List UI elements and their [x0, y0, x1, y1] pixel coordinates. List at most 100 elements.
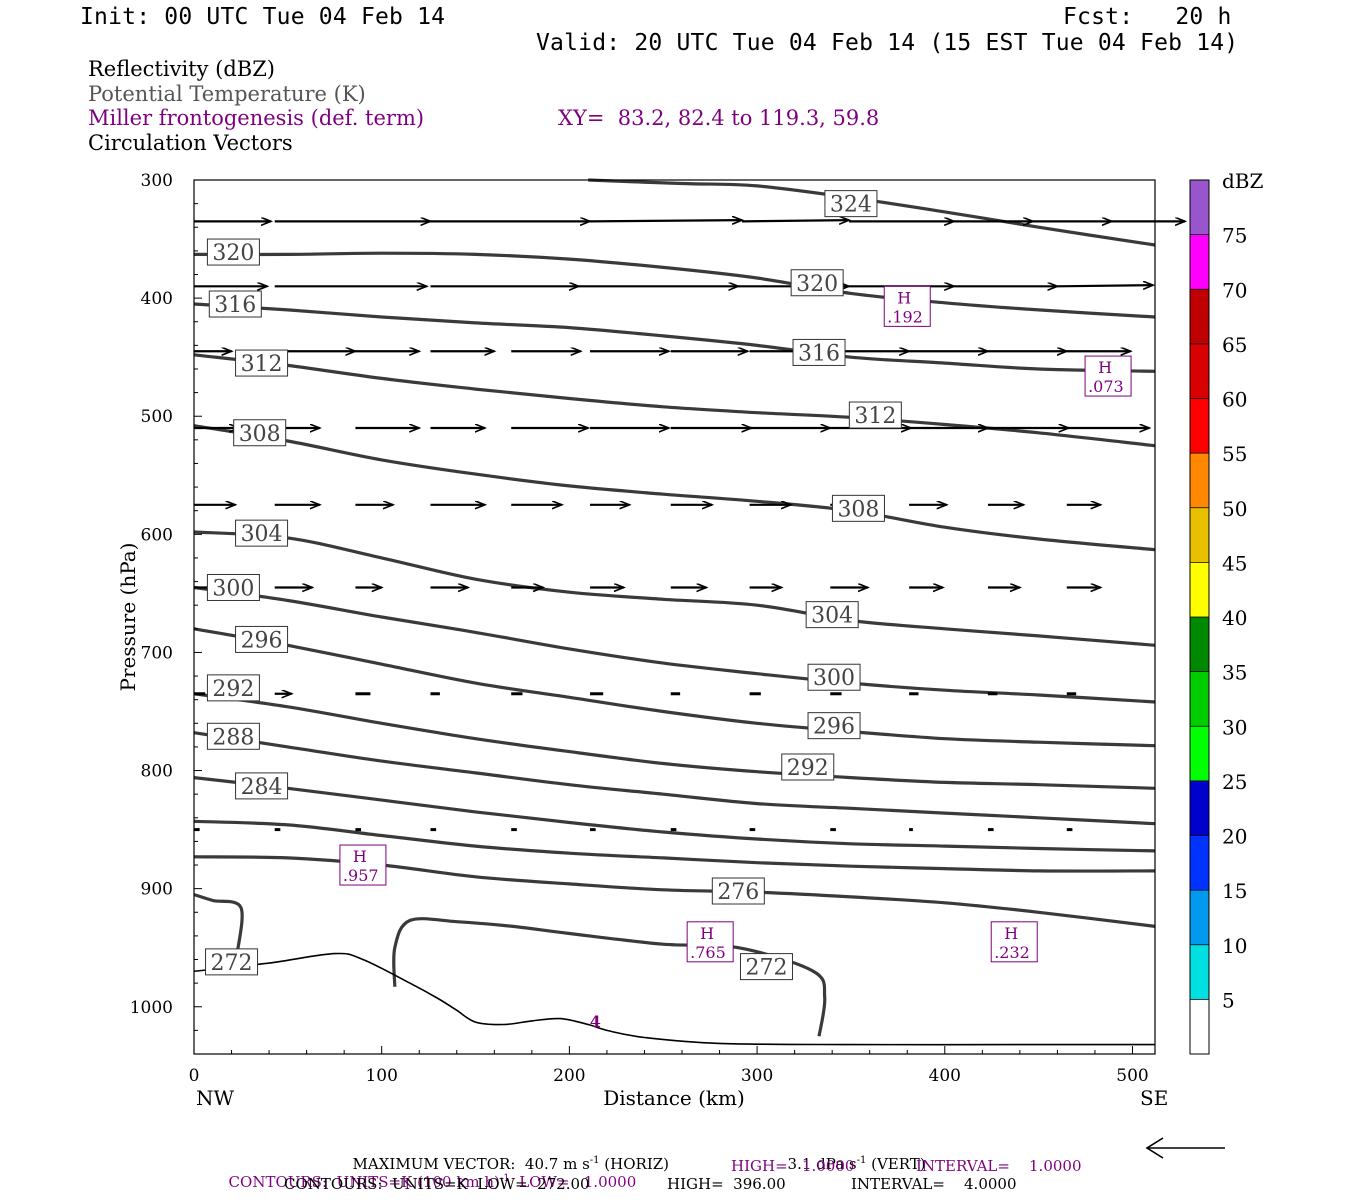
isentrope-label-text: 296 — [813, 715, 855, 740]
colorbar-bin — [1190, 671, 1209, 727]
endpoint-left-label: NW — [196, 1086, 235, 1110]
colorbar-label: 5 — [1222, 988, 1235, 1012]
isentrope-label-text: 272 — [211, 951, 253, 976]
isentrope-label-316: 316 — [208, 290, 262, 318]
isentrope-label-296: 296 — [235, 625, 289, 653]
frontogenesis-max-value: .957 — [343, 866, 379, 885]
isentrope-label-text: 316 — [214, 293, 256, 318]
isentrope-label-box — [205, 948, 259, 976]
isentrope-label-312: 312 — [235, 349, 289, 377]
isentrope-label-text: 308 — [239, 422, 281, 447]
frontogenesis-max-box — [339, 844, 387, 886]
frontogenesis-max-value: .192 — [887, 307, 923, 326]
colorbar-label: 60 — [1222, 388, 1247, 412]
isentrope-label-300: 300 — [206, 573, 260, 601]
reference-vector-arrow — [1145, 1137, 1225, 1159]
isentrope-label-284: 284 — [235, 772, 289, 800]
isentrope-label-box — [792, 338, 846, 366]
y-tick-label: 1000 — [130, 998, 173, 1018]
isentrope-label-272: 272 — [739, 953, 793, 981]
y-tick-label: 500 — [141, 407, 173, 427]
isentrope-label-320: 320 — [206, 238, 260, 266]
colorbar-bin — [1190, 944, 1209, 1000]
max-vector-horiz: MAXIMUM VECTOR: 40.7 m s — [352, 1155, 590, 1173]
vectors-layer — [194, 220, 1185, 832]
colorbar-label: 10 — [1222, 934, 1247, 958]
colorbar-label: 70 — [1222, 278, 1247, 302]
isentrope-label-300: 300 — [807, 663, 861, 691]
colorbar-label: 30 — [1222, 715, 1247, 739]
max-vector-horiz-exp: -1 — [589, 1155, 600, 1166]
frontogenesis-max-value: .232 — [994, 943, 1030, 962]
isentrope-label-box — [807, 712, 861, 740]
endpoint-right-label: SE — [1140, 1086, 1168, 1110]
legend-vectors: Circulation Vectors — [88, 131, 293, 155]
y-tick-label: 400 — [141, 289, 173, 309]
isentrope-276 — [193, 855, 1156, 928]
isentrope-label-text: 312 — [241, 352, 283, 377]
frontogenesis-max-letter: H — [353, 847, 367, 866]
colorbar-label: 35 — [1222, 661, 1247, 685]
colorbar-frame — [1189, 179, 1210, 1055]
axis-ticks-layer: 0 100 200 300 400 500 300 400 500 600 700 800 900 100… — [130, 171, 1149, 1086]
isentrope-label-text: 300 — [212, 576, 254, 601]
isentrope-label-text: 288 — [212, 725, 254, 750]
colorbar-label: 50 — [1222, 497, 1247, 521]
x-tick-label: 100 — [365, 1066, 397, 1086]
colorbar-bin — [1190, 180, 1209, 235]
isentrope-320 — [193, 251, 1156, 319]
legend-frontogenesis: Miller frontogenesis (def. term) — [88, 106, 425, 130]
x-tick-label: 0 — [189, 1066, 200, 1086]
x-axis-label: Distance (km) — [603, 1086, 745, 1110]
isentrope-label-box — [790, 269, 844, 297]
theta-contour-info: CONTOURS: UNITS=K LOW= 272.00 — [284, 1175, 590, 1193]
frontogenesis-max-box — [1084, 355, 1132, 397]
colorbar-bin — [1190, 398, 1209, 454]
colorbar-bin — [1190, 617, 1209, 672]
isentrope-label-box — [206, 722, 260, 750]
isentrope-label-box — [206, 573, 260, 601]
isentrope-label-box — [848, 401, 902, 429]
colorbar-label: 55 — [1222, 442, 1247, 466]
isentrope-308 — [193, 424, 1156, 552]
isentrope-292 — [193, 692, 1156, 790]
frontogenesis-max-box — [883, 285, 931, 327]
frontogenesis-max: H.232 — [990, 921, 1038, 963]
colorbar-label: 20 — [1222, 825, 1247, 849]
isentrope-label-text: 300 — [813, 666, 855, 691]
theta-contour-interval: INTERVAL= 4.0000 — [851, 1175, 1017, 1193]
isentrope-label-312: 312 — [848, 401, 902, 429]
isentrope-304 — [193, 530, 1156, 647]
y-tick-label: 900 — [141, 880, 173, 900]
isentrope-labels-layer: 324 320 320 316 316 312 312 308 308 304 304 300 300 2… — [205, 190, 902, 981]
init-time: Init: 00 UTC Tue 04 Feb 14 — [80, 4, 446, 30]
max-vector-info: MAXIMUM VECTOR: 40.7 m s-1 (HORIZ) — [343, 1141, 669, 1172]
max-vector-vert-exp: -1 — [856, 1155, 867, 1166]
circulation-vector — [1057, 285, 1153, 286]
frontogenesis-max: H.957 — [339, 844, 387, 886]
terrain-line — [193, 952, 1155, 1046]
frontogenesis-contour-info: CONTOURS: UNITS=K (100 km h)-1 LOW= 1.00… — [219, 1159, 637, 1191]
isentrope-label-box — [805, 601, 859, 629]
isentrope-316 — [193, 302, 1156, 373]
isentrope-label-box — [831, 494, 885, 522]
isentrope-label-324: 324 — [824, 190, 878, 218]
isentrope-label-box — [208, 290, 262, 318]
frontogenesis-max: H.192 — [883, 285, 931, 327]
isentrope-label-text: 312 — [854, 404, 896, 429]
isentrope-label-292: 292 — [206, 674, 260, 702]
valid-time: Valid: 20 UTC Tue 04 Feb 14 (15 EST Tue … — [536, 30, 1239, 56]
colorbar-bin — [1190, 780, 1209, 836]
fronto-contour-exp: -1 — [499, 1173, 510, 1184]
colorbar-label: 25 — [1222, 770, 1247, 794]
isentrope-label-text: 272 — [745, 956, 787, 981]
isentrope-288 — [193, 731, 1156, 826]
isentrope-label-316: 316 — [792, 338, 846, 366]
max-vector-vert: 3.1 dPa s — [787, 1155, 857, 1173]
max-vector-vert-suffix: (VERT) — [866, 1155, 926, 1173]
isentrope-272 — [392, 917, 827, 1037]
fronto-contour-low: LOW= 1.0000 — [509, 1173, 637, 1191]
colorbar-title: dBZ — [1222, 169, 1264, 193]
isentrope-label-box — [235, 519, 289, 547]
